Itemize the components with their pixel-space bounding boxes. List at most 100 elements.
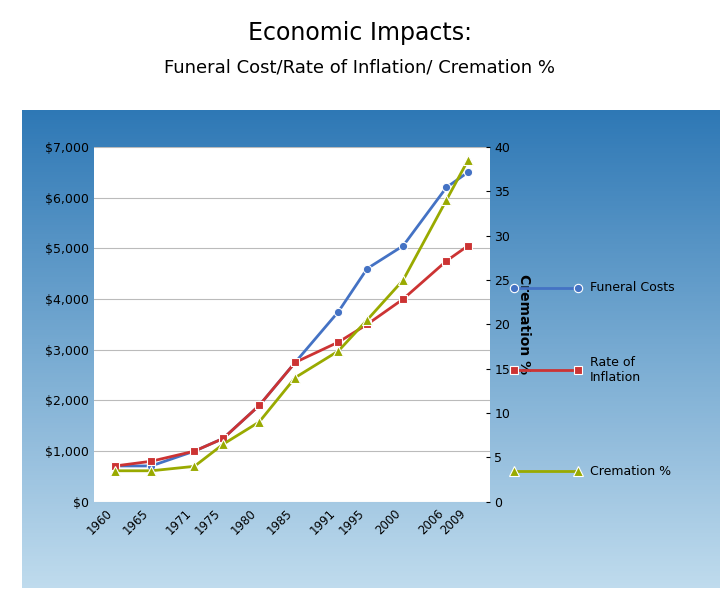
- Bar: [22, 267, 720, 270]
- Y-axis label: Cremation %: Cremation %: [517, 274, 531, 375]
- Bar: [22, 153, 720, 155]
- Bar: [22, 335, 720, 337]
- Bar: [22, 478, 720, 480]
- Bar: [22, 554, 720, 556]
- Bar: [22, 482, 720, 485]
- Bar: [22, 454, 720, 457]
- Bar: [22, 115, 720, 118]
- Bar: [22, 411, 720, 413]
- Bar: [22, 561, 720, 564]
- Bar: [22, 457, 720, 458]
- Bar: [22, 177, 720, 179]
- Text: Economic Impacts:: Economic Impacts:: [248, 21, 472, 45]
- Bar: [22, 349, 720, 351]
- Bar: [22, 487, 720, 490]
- Bar: [22, 461, 720, 463]
- Bar: [22, 323, 720, 325]
- Bar: [22, 526, 720, 528]
- Bar: [22, 506, 720, 509]
- Bar: [22, 423, 720, 425]
- Bar: [22, 306, 720, 308]
- Bar: [22, 547, 720, 550]
- Bar: [22, 163, 720, 165]
- Text: Rate of
Inflation: Rate of Inflation: [590, 356, 641, 384]
- Bar: [22, 430, 720, 432]
- Bar: [22, 248, 720, 251]
- Bar: [22, 385, 720, 387]
- Bar: [22, 151, 720, 153]
- Bar: [22, 502, 720, 504]
- Bar: [22, 494, 720, 497]
- Bar: [22, 225, 720, 227]
- Bar: [22, 184, 720, 187]
- Bar: [22, 146, 720, 148]
- Bar: [22, 521, 720, 523]
- Bar: [22, 365, 720, 368]
- Text: Cremation %: Cremation %: [590, 465, 670, 478]
- Bar: [22, 492, 720, 494]
- Bar: [22, 437, 720, 439]
- Bar: [22, 545, 720, 547]
- Bar: [22, 480, 720, 482]
- Bar: [22, 315, 720, 318]
- Bar: [22, 418, 720, 420]
- Bar: [22, 413, 720, 416]
- Bar: [22, 397, 720, 399]
- Bar: [22, 580, 720, 583]
- Bar: [22, 406, 720, 409]
- Bar: [22, 299, 720, 301]
- Bar: [22, 473, 720, 476]
- Bar: [22, 518, 720, 521]
- Bar: [22, 251, 720, 253]
- Bar: [22, 394, 720, 397]
- Bar: [22, 433, 720, 435]
- Bar: [22, 174, 720, 177]
- Bar: [22, 287, 720, 289]
- Bar: [22, 206, 720, 208]
- Bar: [22, 263, 720, 265]
- Bar: [22, 559, 720, 561]
- Bar: [22, 341, 720, 344]
- Bar: [22, 244, 720, 246]
- Bar: [22, 404, 720, 406]
- Bar: [22, 583, 720, 585]
- Bar: [22, 497, 720, 499]
- Bar: [22, 294, 720, 296]
- Bar: [22, 532, 720, 535]
- Bar: [22, 141, 720, 144]
- Bar: [22, 344, 720, 346]
- Bar: [22, 387, 720, 389]
- Bar: [22, 511, 720, 513]
- Bar: [22, 113, 720, 115]
- Bar: [22, 313, 720, 315]
- Bar: [22, 389, 720, 392]
- Bar: [22, 509, 720, 511]
- Bar: [22, 168, 720, 170]
- Bar: [22, 170, 720, 172]
- Bar: [22, 535, 720, 537]
- Bar: [22, 179, 720, 182]
- Bar: [22, 241, 720, 244]
- Bar: [22, 346, 720, 349]
- Bar: [22, 444, 720, 447]
- Bar: [22, 428, 720, 430]
- Bar: [22, 196, 720, 198]
- Bar: [22, 172, 720, 174]
- Bar: [22, 270, 720, 272]
- Bar: [22, 213, 720, 215]
- Bar: [22, 296, 720, 299]
- Bar: [22, 523, 720, 526]
- Bar: [22, 189, 720, 192]
- Bar: [22, 361, 720, 363]
- Bar: [22, 217, 720, 220]
- Bar: [22, 351, 720, 354]
- Bar: [22, 308, 720, 311]
- Bar: [22, 578, 720, 580]
- Bar: [22, 540, 720, 542]
- Bar: [22, 232, 720, 234]
- Bar: [22, 458, 720, 461]
- Bar: [22, 129, 720, 132]
- Bar: [22, 127, 720, 129]
- Bar: [22, 449, 720, 452]
- Bar: [22, 118, 720, 120]
